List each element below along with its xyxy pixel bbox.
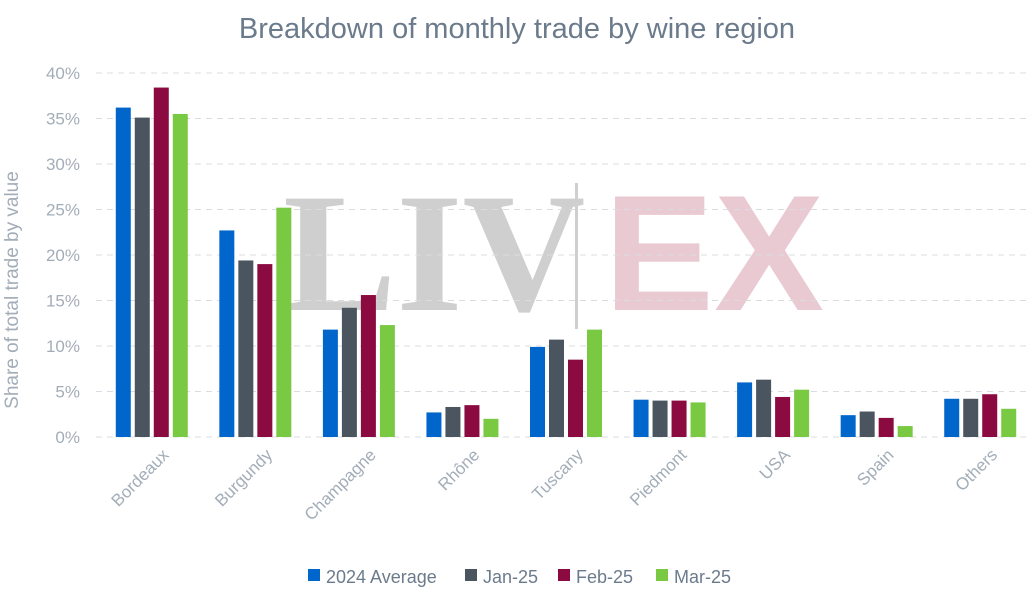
- bar-mar-25-rh-ne: [483, 418, 499, 437]
- y-axis-ticks: 0% 5% 10% 15% 20% 25% 30% 35% 40%: [46, 64, 80, 447]
- x-category-label: Others: [952, 445, 1002, 495]
- bar-jan-25-usa: [756, 379, 772, 437]
- x-category-label: Tuscany: [528, 445, 587, 504]
- bar-feb-25-champagne: [360, 295, 376, 437]
- y-tick-label: 15%: [46, 292, 80, 311]
- legend-swatch: [558, 569, 570, 581]
- bar-feb-25-tuscany: [568, 359, 583, 437]
- y-tick-label: 25%: [46, 201, 80, 220]
- bar-mar-25-burgundy: [276, 207, 292, 437]
- y-tick-label: 0%: [55, 428, 80, 447]
- chart-title: Breakdown of monthly trade by wine regio…: [239, 13, 795, 45]
- bar-jan-25-piedmont: [652, 400, 668, 437]
- watermark-divider: [575, 183, 578, 329]
- bar-mar-25-champagne: [379, 325, 395, 437]
- legend-label: Mar-25: [674, 567, 731, 587]
- y-tick-label: 30%: [46, 155, 80, 174]
- bar-feb-25-bordeaux: [153, 87, 169, 437]
- bar-2024-average-piedmont: [633, 399, 649, 437]
- bar-2024-average-tuscany: [530, 346, 545, 437]
- bar-jan-25-others: [963, 398, 979, 437]
- bar-mar-25-usa: [794, 389, 810, 437]
- x-axis-categories: Bordeaux Burgundy Champagne Rhône Tuscany Pie…: [108, 445, 1001, 524]
- y-axis-label: Share of total trade by value: [2, 171, 23, 409]
- bars: [115, 87, 1017, 437]
- watermark: LIV EX: [283, 159, 824, 347]
- bar-feb-25-spain: [878, 417, 894, 437]
- bar-jan-25-champagne: [341, 307, 357, 437]
- x-category-label: Bordeaux: [108, 445, 173, 510]
- bar-feb-25-piedmont: [671, 400, 687, 437]
- bar-2024-average-usa: [737, 382, 753, 437]
- bar-mar-25-bordeaux: [172, 113, 188, 437]
- x-category-label: Rhône: [434, 445, 483, 494]
- x-category-label: Spain: [853, 445, 897, 489]
- bar-feb-25-rh-ne: [464, 405, 480, 437]
- watermark-ex: EX: [604, 161, 824, 345]
- y-tick-label: 5%: [55, 383, 80, 402]
- bar-feb-25-others: [982, 394, 998, 437]
- bar-2024-average-champagne: [322, 329, 338, 437]
- bar-mar-25-others: [1001, 408, 1017, 437]
- bar-2024-average-spain: [840, 415, 856, 437]
- bar-jan-25-burgundy: [238, 260, 254, 437]
- bar-jan-25-bordeaux: [134, 117, 150, 437]
- bar-2024-average-others: [944, 398, 960, 437]
- x-category-label: Champagne: [301, 445, 380, 524]
- legend-swatch: [465, 569, 477, 581]
- bar-mar-25-spain: [897, 426, 913, 437]
- x-category-label: Burgundy: [211, 445, 276, 510]
- y-tick-label: 20%: [46, 246, 80, 265]
- y-tick-label: 40%: [46, 64, 80, 83]
- legend-label: 2024 Average: [326, 567, 437, 587]
- watermark-liv: LIV: [283, 159, 585, 347]
- y-tick-label: 10%: [46, 337, 80, 356]
- bar-mar-25-piedmont: [690, 402, 706, 437]
- legend: 2024 Average Jan-25 Feb-25 Mar-25: [308, 567, 731, 587]
- legend-label: Jan-25: [483, 567, 538, 587]
- bar-2024-average-rh-ne: [426, 412, 442, 437]
- x-category-label: USA: [756, 445, 795, 484]
- bar-jan-25-spain: [859, 411, 875, 437]
- y-tick-label: 35%: [46, 110, 80, 129]
- x-category-label: Piedmont: [626, 445, 690, 509]
- bar-jan-25-rh-ne: [445, 406, 461, 437]
- bar-jan-25-tuscany: [549, 339, 564, 437]
- legend-swatch: [656, 569, 668, 581]
- bar-mar-25-tuscany: [587, 329, 602, 437]
- bar-2024-average-bordeaux: [115, 107, 131, 437]
- bar-feb-25-usa: [775, 396, 791, 437]
- bar-2024-average-burgundy: [219, 230, 235, 437]
- bar-feb-25-burgundy: [257, 264, 273, 437]
- legend-label: Feb-25: [576, 567, 633, 587]
- legend-swatch: [308, 569, 320, 581]
